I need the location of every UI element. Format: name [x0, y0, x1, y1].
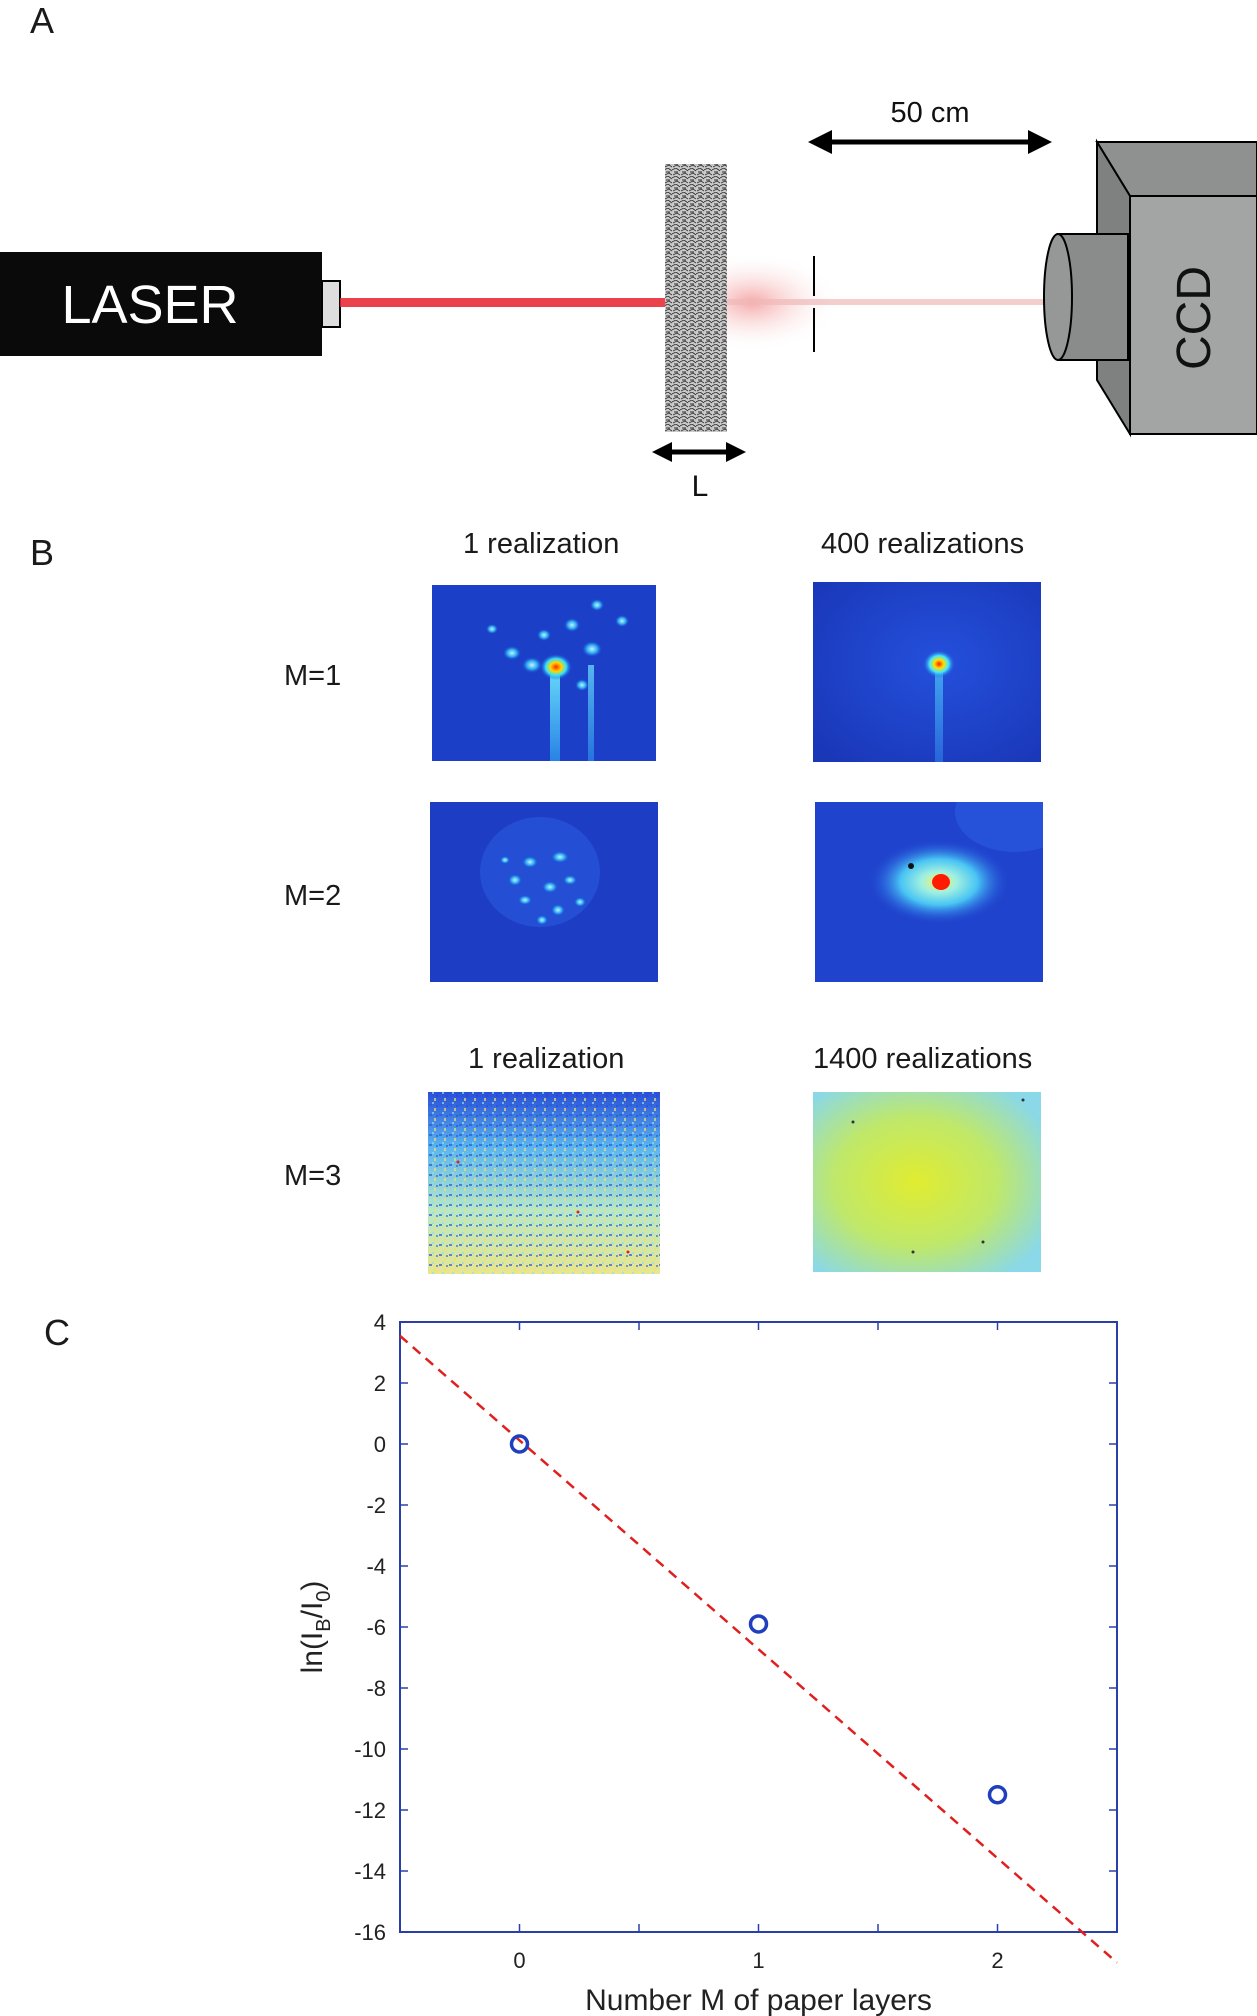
y-axis-label: ln(IB/I0) — [296, 1581, 335, 1674]
laser-body — [0, 252, 322, 356]
averaged-image-m2-400 — [815, 802, 1043, 982]
column-header-400-realizations: 400 realizations — [821, 528, 1025, 560]
x-tick-label: 0 — [513, 1948, 525, 1973]
y-axis-label-part: ) — [296, 1581, 329, 1591]
y-axis-label-part: /I — [296, 1602, 329, 1619]
transmitted-beam — [720, 299, 1060, 305]
camera-front — [1129, 195, 1257, 435]
thickness-label: L — [692, 470, 709, 500]
panel-b-letter: B — [30, 532, 55, 573]
y-axis-label-subscript: B — [313, 1618, 335, 1631]
y-tick-label: -12 — [354, 1798, 386, 1823]
laser-beam — [340, 298, 670, 307]
y-axis-label-part: ln(I — [296, 1632, 329, 1674]
paper-sample — [665, 164, 727, 432]
data-point — [509, 1434, 530, 1454]
panel-c-letter: C — [44, 1312, 70, 1353]
row-label-m2: M=2 — [284, 880, 342, 912]
speckle-image-m2-single — [430, 802, 658, 982]
y-tick-label: 4 — [374, 1310, 386, 1335]
y-axis-label-subscript: 0 — [313, 1591, 335, 1602]
x-tick-label: 2 — [991, 1948, 1003, 1973]
y-tick-label: -2 — [366, 1493, 386, 1518]
setup-diagram: LASER L 50 cm CCD — [0, 97, 1257, 500]
plot-frame — [399, 1321, 1118, 1933]
y-tick-label: 0 — [374, 1432, 386, 1457]
y-tick-label: -14 — [354, 1859, 386, 1884]
camera-label: CCD — [1168, 266, 1221, 370]
data-point — [987, 1785, 1008, 1805]
averaged-image-m1-400 — [813, 582, 1041, 762]
column-header-1400-realizations: 1400 realizations — [813, 1043, 1033, 1075]
averaged-image-m3-1400 — [813, 1092, 1041, 1272]
y-tick-label: -8 — [366, 1676, 386, 1701]
y-tick-label: 2 — [374, 1371, 386, 1396]
x-tick-label: 1 — [752, 1948, 764, 1973]
y-tick-label: -4 — [366, 1554, 386, 1579]
x-axis-label: Number M of paper layers — [585, 1984, 932, 2016]
panel-a-letter: A — [30, 0, 55, 41]
column-header-1-realization: 1 realization — [463, 528, 620, 560]
attenuation-chart: 4 2 0 -2 -4 -6 -8 -10 -12 -14 -16 0 1 2 Number M of pa… — [296, 1310, 1118, 2016]
speckle-image-m1-single — [432, 585, 656, 761]
row-label-m3: M=3 — [284, 1160, 342, 1192]
y-tick-label: -6 — [366, 1615, 386, 1640]
speckle-image-m3-single — [428, 1092, 660, 1274]
row-label-m1: M=1 — [284, 660, 342, 692]
column-header-1-realization-m3: 1 realization — [468, 1043, 625, 1075]
y-tick-label: -16 — [354, 1920, 386, 1945]
y-tick-label: -10 — [354, 1737, 386, 1762]
laser-aperture — [321, 280, 341, 328]
data-point — [748, 1614, 769, 1634]
laser-label: LASER — [61, 275, 238, 335]
fit-line — [399, 1334, 1118, 1964]
distance-label: 50 cm — [891, 97, 970, 129]
